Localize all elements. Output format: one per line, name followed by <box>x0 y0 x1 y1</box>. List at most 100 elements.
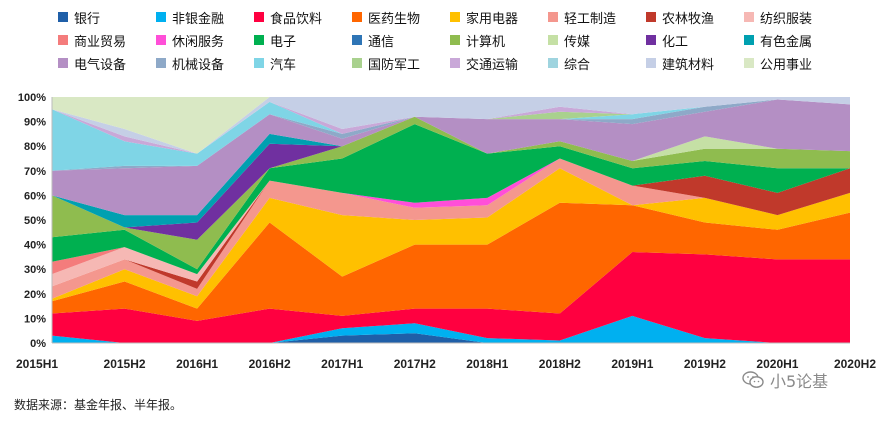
legend-item: 国防军工 <box>352 53 420 73</box>
area-建筑材料 <box>52 97 850 154</box>
x-tick-label: 2020H2 <box>834 357 876 371</box>
legend-swatch <box>646 35 656 45</box>
legend-label: 建筑材料 <box>662 57 715 73</box>
legend-item: 化工 <box>646 30 688 50</box>
legend-swatch <box>156 35 166 45</box>
area-非银金融 <box>52 315 850 343</box>
legend-swatch <box>254 35 264 45</box>
legend-swatch <box>254 58 264 68</box>
x-tick-label: 2015H2 <box>104 357 146 371</box>
legend-item: 食品饮料 <box>254 7 322 27</box>
legend-swatch <box>352 12 362 22</box>
legend-label: 传媒 <box>564 34 591 50</box>
legend-item: 机械设备 <box>156 53 224 73</box>
legend-label: 非银金融 <box>172 11 225 27</box>
x-tick-label: 2018H2 <box>539 357 581 371</box>
legend-label: 商业贸易 <box>74 34 127 50</box>
legend-swatch <box>450 12 460 22</box>
y-tick-label: 20% <box>24 289 46 301</box>
legend-item: 传媒 <box>548 30 590 50</box>
area-公用事业 <box>52 97 850 154</box>
area-食品饮料 <box>52 252 850 343</box>
legend-item: 公用事业 <box>744 53 812 73</box>
legend-swatch <box>450 58 460 68</box>
area-汽车 <box>52 99 850 171</box>
source-note: 数据来源：基金年报、半年报。 <box>14 398 183 412</box>
legend-label: 通信 <box>368 34 395 50</box>
x-tick-label: 2019H1 <box>611 357 653 371</box>
area-电子 <box>52 124 850 275</box>
legend-label: 医药生物 <box>368 11 421 27</box>
legend-swatch <box>744 35 754 45</box>
area-医药生物 <box>52 202 850 321</box>
area-电气设备 <box>52 99 850 216</box>
legend-item: 农林牧渔 <box>646 7 714 27</box>
y-tick-label: 50% <box>24 215 46 227</box>
legend-item: 家用电器 <box>450 7 518 27</box>
legend-item: 交通运输 <box>450 53 518 73</box>
y-tick-label: 60% <box>24 190 46 202</box>
area-化工 <box>52 116 850 240</box>
legend-label: 休闲服务 <box>172 34 225 50</box>
legend-swatch <box>58 58 68 68</box>
area-有色金属 <box>52 116 850 228</box>
legend-label: 国防军工 <box>368 57 421 73</box>
legend-swatch <box>58 35 68 45</box>
legend-swatch <box>548 58 558 68</box>
legend-item: 电气设备 <box>58 53 126 73</box>
y-tick-label: 10% <box>24 313 46 325</box>
legend-label: 银行 <box>74 11 101 27</box>
legend-item: 有色金属 <box>744 30 812 50</box>
x-tick-label: 2020H1 <box>756 357 798 371</box>
legend-item: 通信 <box>352 30 394 50</box>
legend-item: 医药生物 <box>352 7 420 27</box>
legend-label: 电气设备 <box>74 57 127 73</box>
legend-swatch <box>646 12 656 22</box>
legend-swatch <box>254 12 264 22</box>
legend-label: 汽车 <box>270 57 297 73</box>
legend-swatch <box>548 12 558 22</box>
legend-label: 综合 <box>564 57 591 73</box>
x-tick-label: 2015H1 <box>16 357 58 371</box>
legend-item: 非银金融 <box>156 7 224 27</box>
watermark-text: 小5论基 <box>770 372 829 391</box>
legend-swatch <box>352 58 362 68</box>
legend-item: 计算机 <box>450 30 505 50</box>
legend-label: 电子 <box>270 34 297 50</box>
x-tick-label: 2019H2 <box>684 357 726 371</box>
legend-item: 纺织服装 <box>744 7 812 27</box>
y-tick-label: 80% <box>24 141 46 153</box>
legend-item: 轻工制造 <box>548 7 616 27</box>
legend-label: 计算机 <box>466 34 506 50</box>
legend-label: 公用事业 <box>760 57 813 73</box>
legend-item: 休闲服务 <box>156 30 224 50</box>
legend-swatch <box>744 58 754 68</box>
legend-label: 农林牧渔 <box>662 11 715 27</box>
watermark: 小5论基 <box>742 368 828 392</box>
area-家用电器 <box>52 168 850 309</box>
y-tick-label: 70% <box>24 166 46 178</box>
legend-label: 化工 <box>662 34 689 50</box>
legend-label: 食品饮料 <box>270 11 323 27</box>
legend-label: 交通运输 <box>466 57 519 73</box>
legend-label: 轻工制造 <box>564 11 617 27</box>
y-tick-label: 30% <box>24 264 46 276</box>
legend-label: 机械设备 <box>172 57 225 73</box>
legend-swatch <box>156 58 166 68</box>
x-tick-label: 2016H2 <box>249 357 291 371</box>
x-tick-label: 2017H1 <box>321 357 363 371</box>
legend-swatch <box>646 58 656 68</box>
legend-item: 综合 <box>548 53 590 73</box>
x-tick-label: 2016H1 <box>176 357 218 371</box>
legend-swatch <box>352 35 362 45</box>
area-layers <box>52 97 850 343</box>
legend-label: 家用电器 <box>466 11 519 27</box>
legend-swatch <box>156 12 166 22</box>
y-tick-label: 90% <box>24 117 46 129</box>
legend-swatch <box>744 12 754 22</box>
legend-label: 有色金属 <box>760 34 813 50</box>
legend-label: 纺织服装 <box>760 11 813 27</box>
x-tick-label: 2017H2 <box>394 357 436 371</box>
legend-swatch <box>58 12 68 22</box>
